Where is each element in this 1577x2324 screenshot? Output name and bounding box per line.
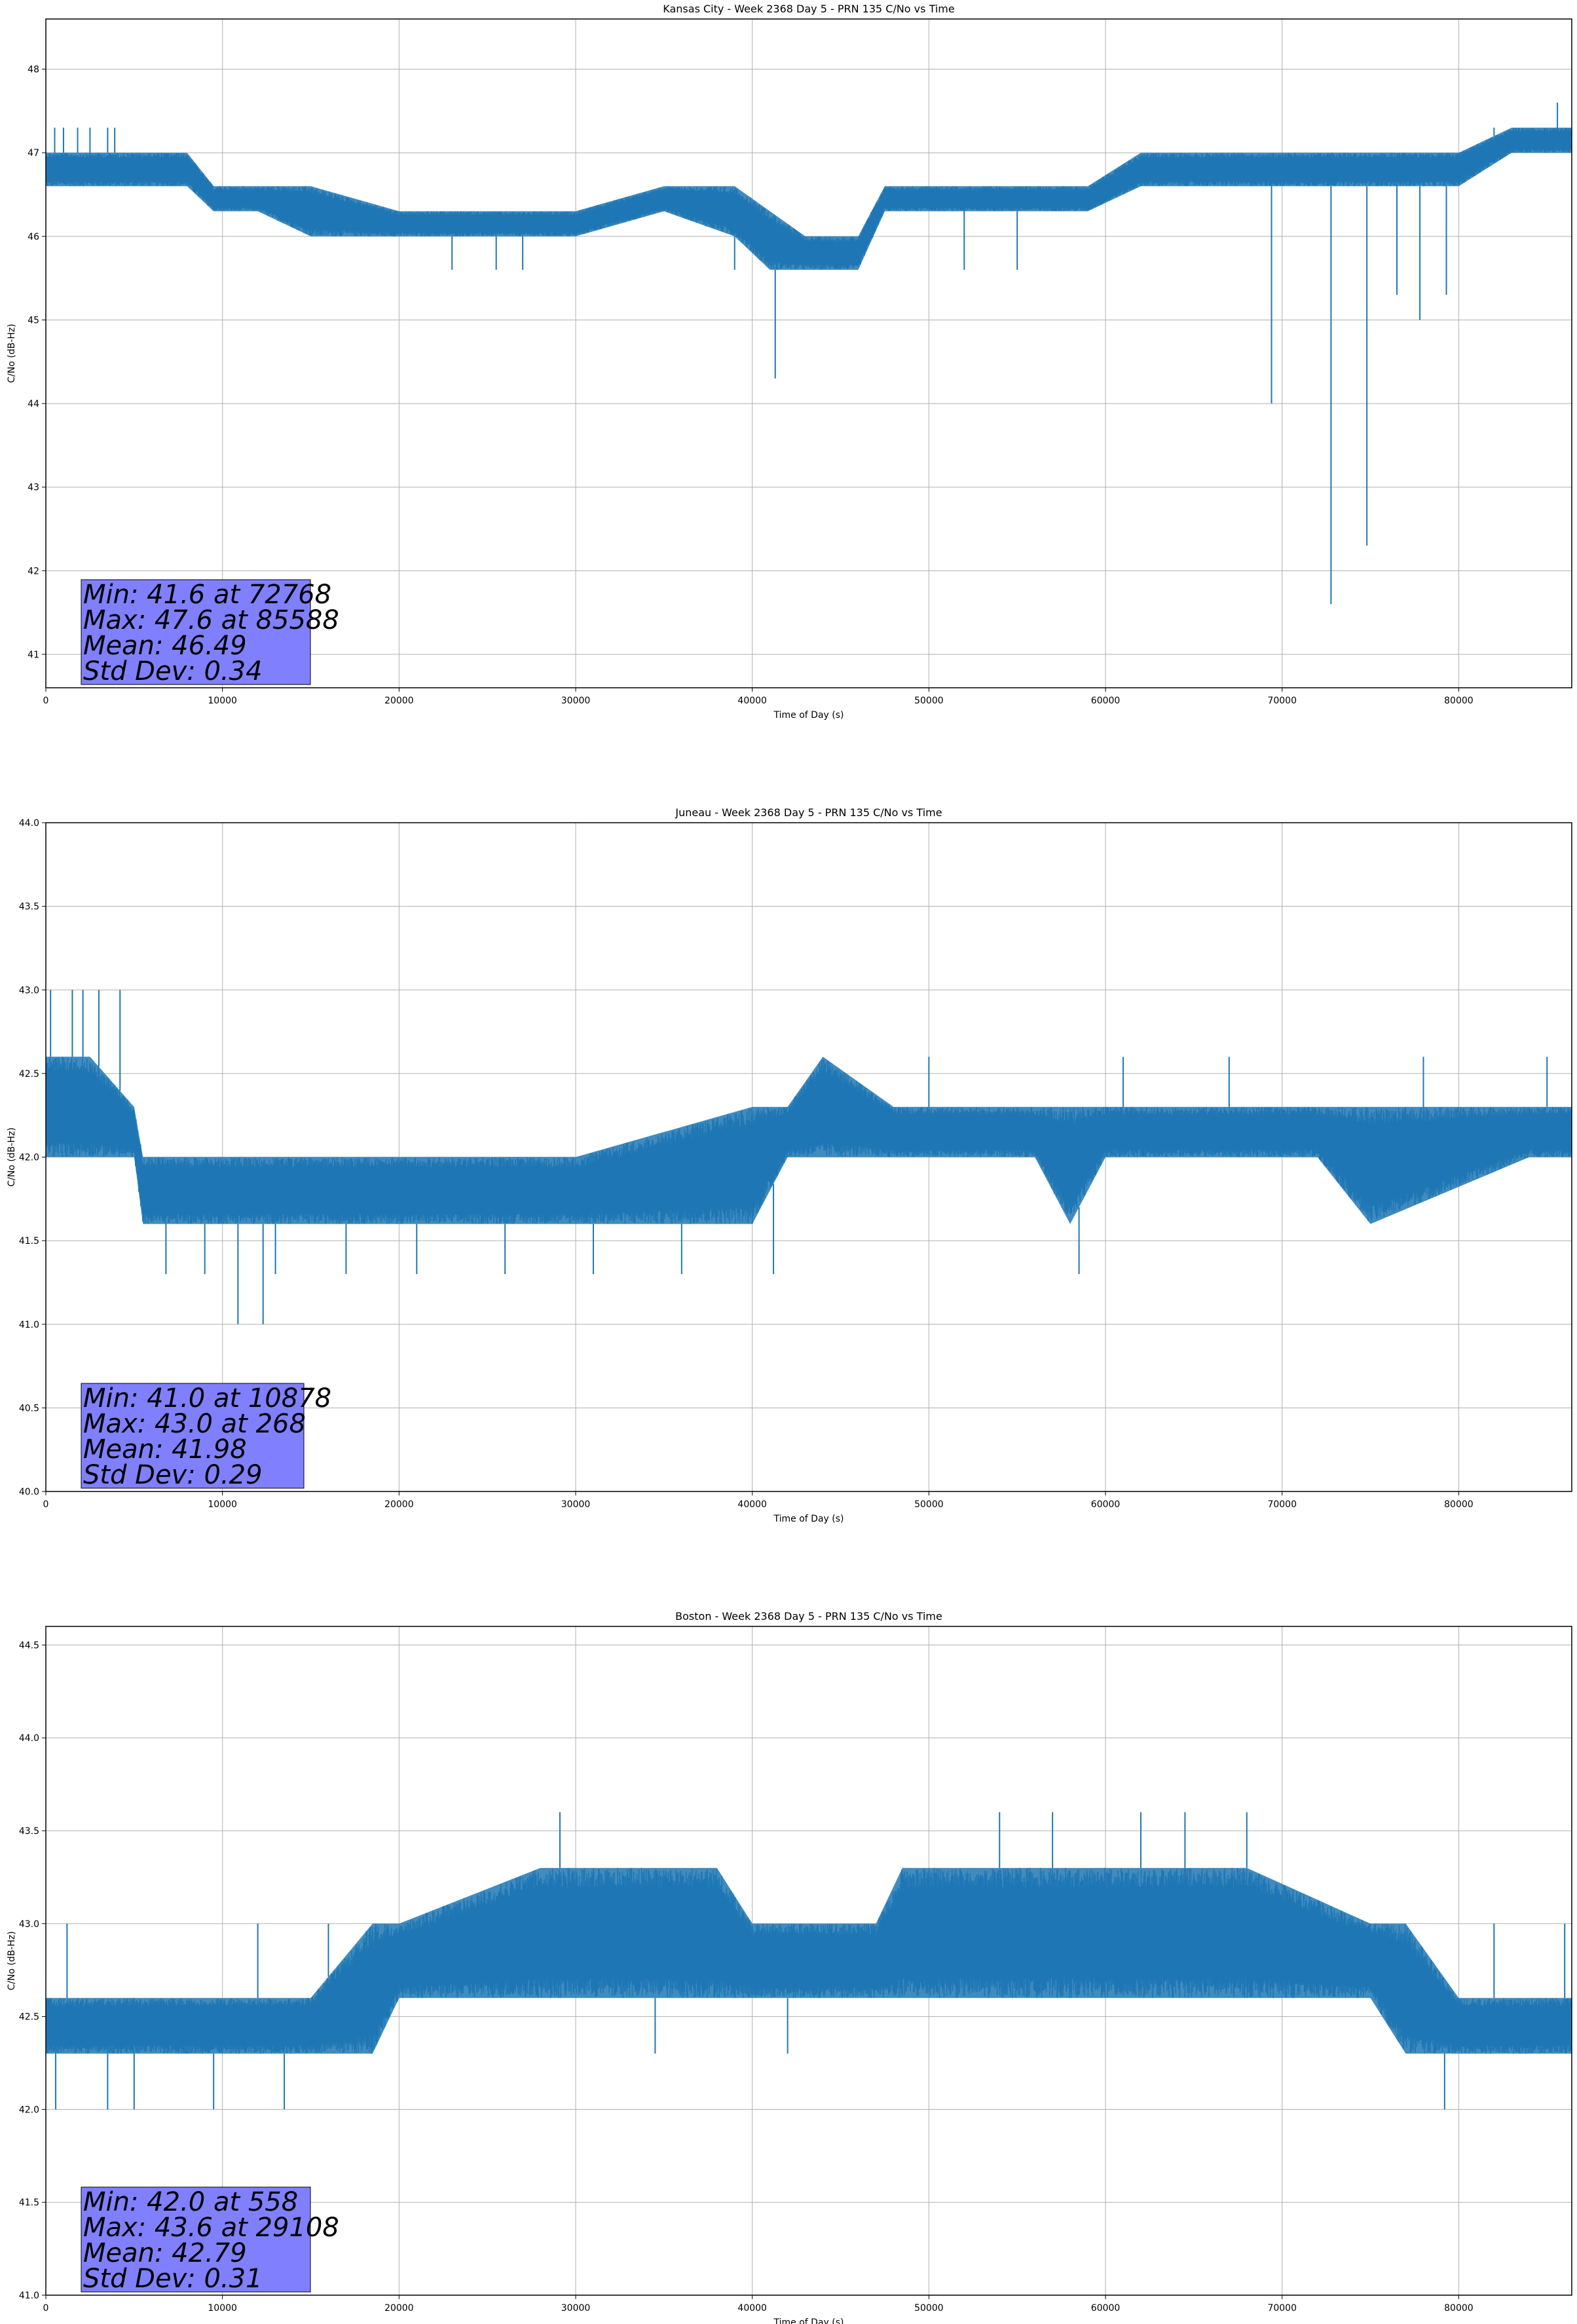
x-tick-label: 10000 xyxy=(208,1499,237,1510)
x-tick-label: 70000 xyxy=(1267,1499,1297,1510)
chart-title: Boston - Week 2368 Day 5 - PRN 135 C/No … xyxy=(675,1610,942,1622)
stats-line: Mean: 46.49 xyxy=(83,631,247,661)
x-tick-label: 20000 xyxy=(384,2303,414,2314)
series-line xyxy=(46,1812,1572,2110)
stats-line: Mean: 41.98 xyxy=(83,1434,247,1465)
chart-3: Boston - Week 2368 Day 5 - PRN 135 C/No … xyxy=(7,1610,1572,2324)
y-tick-label: 40.0 xyxy=(19,1487,39,1497)
axes-frame xyxy=(45,1626,1572,2296)
x-tick-label: 30000 xyxy=(561,1499,591,1510)
x-tick-label: 0 xyxy=(43,2303,49,2314)
y-tick-label: 45 xyxy=(28,315,39,326)
stats-line: Max: 43.6 at 29108 xyxy=(83,2213,339,2243)
chart-title: Juneau - Week 2368 Day 5 - PRN 135 C/No … xyxy=(675,806,942,819)
y-tick-label: 43.5 xyxy=(19,1826,39,1837)
stats-line: Std Dev: 0.34 xyxy=(83,656,263,686)
stats-line: Max: 43.0 at 268 xyxy=(83,1409,306,1439)
x-tick-label: 40000 xyxy=(737,696,767,706)
series-band xyxy=(46,127,1572,270)
series-line xyxy=(46,990,1572,1324)
stats-line: Min: 41.0 at 10878 xyxy=(83,1383,331,1414)
x-tick-label: 70000 xyxy=(1267,696,1297,706)
series-band xyxy=(46,1867,1572,2054)
y-tick-label: 46 xyxy=(28,232,39,242)
y-tick-label: 44.0 xyxy=(19,1733,39,1744)
axes-frame xyxy=(45,18,1572,688)
y-tick-label: 43 xyxy=(28,483,39,493)
x-tick-label: 60000 xyxy=(1091,1499,1121,1510)
y-tick-label: 47 xyxy=(28,148,39,159)
y-tick-label: 41.0 xyxy=(19,2291,39,2301)
y-tick-label: 41.0 xyxy=(19,1320,39,1330)
y-tick-label: 44.0 xyxy=(19,818,39,829)
x-axis-label: Time of Day (s) xyxy=(773,1514,844,1524)
stats-line: Max: 47.6 at 85588 xyxy=(83,605,339,635)
y-tick-label: 43.0 xyxy=(19,985,39,996)
y-tick-label: 42.5 xyxy=(19,2012,39,2023)
stats-line: Std Dev: 0.31 xyxy=(83,2264,263,2294)
x-tick-label: 70000 xyxy=(1267,2303,1297,2314)
x-tick-label: 50000 xyxy=(914,2303,944,2314)
stats-line: Mean: 42.79 xyxy=(83,2238,247,2268)
stats-line: Min: 42.0 at 558 xyxy=(83,2187,298,2217)
y-axis-label: C/No (dB-Hz) xyxy=(7,324,17,383)
stats-box-background xyxy=(81,1383,305,1489)
x-tick-label: 60000 xyxy=(1091,696,1121,706)
x-tick-label: 0 xyxy=(43,1499,49,1510)
chart-title: Kansas City - Week 2368 Day 5 - PRN 135 … xyxy=(663,3,954,15)
stats-box-background xyxy=(81,2186,311,2293)
x-tick-label: 80000 xyxy=(1444,2303,1474,2314)
chart-2: Juneau - Week 2368 Day 5 - PRN 135 C/No … xyxy=(7,806,1572,1524)
x-tick-label: 20000 xyxy=(384,696,414,706)
y-tick-label: 42.5 xyxy=(19,1069,39,1079)
x-tick-label: 10000 xyxy=(208,2303,237,2314)
y-tick-label: 41.5 xyxy=(19,1236,39,1246)
stats-line: Std Dev: 0.29 xyxy=(83,1460,263,1490)
x-tick-label: 80000 xyxy=(1444,696,1474,706)
x-axis-label: Time of Day (s) xyxy=(773,2317,844,2324)
x-tick-label: 80000 xyxy=(1444,1499,1474,1510)
x-tick-label: 20000 xyxy=(384,1499,414,1510)
x-tick-label: 30000 xyxy=(561,2303,591,2314)
chart-1: Kansas City - Week 2368 Day 5 - PRN 135 … xyxy=(7,3,1572,721)
x-tick-label: 50000 xyxy=(914,696,944,706)
y-tick-label: 44.5 xyxy=(19,1640,39,1651)
y-tick-label: 44 xyxy=(28,399,39,409)
y-tick-label: 42 xyxy=(28,566,39,576)
y-tick-label: 41.5 xyxy=(19,2198,39,2208)
y-tick-label: 48 xyxy=(28,65,39,75)
series-line xyxy=(46,102,1572,605)
x-tick-label: 50000 xyxy=(914,1499,944,1510)
x-tick-label: 40000 xyxy=(737,1499,767,1510)
y-axis-label: C/No (dB-Hz) xyxy=(7,1127,17,1186)
y-tick-label: 43.0 xyxy=(19,1919,39,1930)
stats-line: Min: 41.6 at 72768 xyxy=(83,580,331,610)
series-band xyxy=(46,1057,1572,1224)
y-tick-label: 43.5 xyxy=(19,902,39,912)
grid xyxy=(45,19,1572,688)
y-tick-label: 42.0 xyxy=(19,1153,39,1163)
y-tick-label: 40.5 xyxy=(19,1403,39,1414)
y-tick-label: 42.0 xyxy=(19,2105,39,2115)
x-axis-label: Time of Day (s) xyxy=(773,710,844,721)
x-tick-label: 60000 xyxy=(1091,2303,1121,2314)
stats-box-background xyxy=(81,579,311,685)
x-tick-label: 0 xyxy=(43,696,49,706)
x-tick-label: 30000 xyxy=(561,696,591,706)
y-tick-label: 41 xyxy=(28,650,39,660)
x-tick-label: 10000 xyxy=(208,696,237,706)
y-axis-label: C/No (dB-Hz) xyxy=(7,1931,17,1990)
x-tick-label: 40000 xyxy=(737,2303,767,2314)
